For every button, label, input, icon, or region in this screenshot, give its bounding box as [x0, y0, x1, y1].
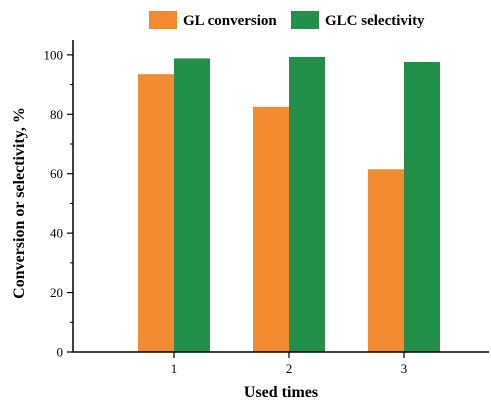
y-tick-label-60: 60 — [50, 166, 63, 181]
axes — [72, 40, 489, 353]
x-axis-title: Used times — [244, 384, 318, 401]
y-tick-label-100: 100 — [44, 47, 64, 62]
legend: GL conversion GLC selectivity — [149, 11, 425, 29]
x-tick-label-2: 2 — [286, 361, 293, 376]
bars-group — [138, 56, 440, 353]
x-tick-label-3: 3 — [401, 361, 408, 376]
bar-gl-conversion-1 — [138, 74, 174, 353]
y-tick-label-40: 40 — [50, 226, 63, 241]
legend-label-gl-conversion: GL conversion — [183, 13, 277, 29]
y-ticks: 0 20 40 60 80 100 — [44, 47, 73, 360]
y-axis-title: Conversion or selectivity, % — [11, 107, 28, 299]
bar-gl-conversion-3 — [368, 169, 404, 352]
legend-label-glc-selectivity: GLC selectivity — [325, 13, 425, 29]
x-ticks: 1 2 3 — [171, 352, 408, 376]
bar-glc-selectivity-2 — [289, 56, 325, 353]
y-tick-label-20: 20 — [50, 285, 63, 300]
legend-swatch-gl-conversion — [149, 11, 177, 29]
y-tick-label-0: 0 — [57, 345, 64, 360]
x-tick-label-1: 1 — [171, 361, 178, 376]
legend-swatch-glc-selectivity — [291, 11, 319, 29]
bar-glc-selectivity-3 — [404, 61, 440, 352]
y-tick-label-80: 80 — [50, 107, 63, 122]
bar-gl-conversion-2 — [253, 106, 289, 352]
bar-glc-selectivity-1 — [174, 58, 210, 353]
